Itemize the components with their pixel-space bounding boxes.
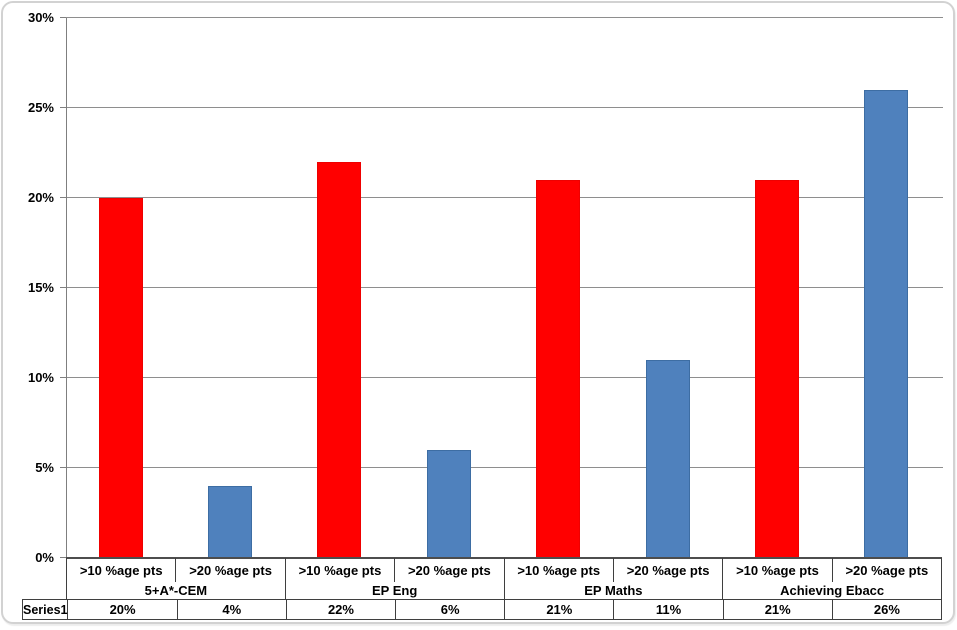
bar	[754, 180, 799, 558]
table-value-cell: 22%	[287, 600, 397, 619]
table-value-cell: 20%	[68, 600, 178, 619]
y-axis-line	[66, 18, 67, 558]
category-label-cell: >10 %age pts	[505, 558, 614, 582]
bar	[98, 198, 143, 558]
category-label-cell: >10 %age pts	[67, 558, 177, 582]
y-axis-tick	[60, 557, 66, 558]
table-series-name-cell: Series1	[23, 600, 69, 619]
table-value-cell: 6%	[396, 600, 506, 619]
gridline	[66, 377, 943, 378]
bar	[317, 162, 362, 558]
gridline	[66, 287, 943, 288]
category-label-cell: >20 %age pts	[614, 558, 724, 582]
bar	[536, 180, 581, 558]
y-tick-label: 0%	[35, 550, 54, 565]
category-label-cell: >10 %age pts	[286, 558, 396, 582]
gridline	[66, 197, 943, 198]
gridline	[66, 107, 943, 108]
bar	[426, 450, 471, 558]
group-label-cell: 5+A*-CEM	[67, 582, 286, 599]
y-tick-label: 30%	[27, 10, 54, 25]
category-axis-row: >10 %age pts >20 %age pts >10 %age pts >20 …	[66, 558, 942, 582]
y-axis-tick	[60, 107, 66, 108]
table-value-cell: 21%	[505, 600, 615, 619]
y-axis-tick	[60, 377, 66, 378]
group-label-cell: EP Eng	[286, 582, 505, 599]
table-value-cell: 11%	[614, 600, 724, 619]
y-axis-tick	[60, 287, 66, 288]
gridline	[66, 17, 943, 18]
category-label-cell: >10 %age pts	[723, 558, 833, 582]
y-tick-label: 5%	[35, 460, 54, 475]
table-value-cell: 4%	[178, 600, 287, 619]
y-tick-label: 15%	[27, 280, 54, 295]
category-label-cell: >20 %age pts	[833, 558, 942, 582]
bar	[645, 360, 690, 558]
y-tick-label: 20%	[27, 190, 54, 205]
table-value-cell: 21%	[724, 600, 833, 619]
bar	[208, 486, 253, 558]
table-value-cell: 26%	[833, 600, 942, 619]
gridline	[66, 467, 943, 468]
bar	[864, 90, 909, 558]
y-tick-label: 25%	[27, 100, 54, 115]
category-label-cell: >20 %age pts	[176, 558, 286, 582]
y-axis-tick	[60, 17, 66, 18]
group-label-cell: Achieving Ebacc	[723, 582, 942, 599]
y-axis-tick	[60, 197, 66, 198]
category-label-cell: >20 %age pts	[395, 558, 505, 582]
y-tick-label: 10%	[27, 370, 54, 385]
group-label-cell: EP Maths	[505, 582, 724, 599]
data-table-row: Series1 20% 4% 22% 6% 21% 11% 21% 26%	[22, 599, 942, 620]
group-axis-row: 5+A*-CEM EP Eng EP Maths Achieving Ebacc	[66, 582, 942, 599]
y-axis-tick	[60, 467, 66, 468]
